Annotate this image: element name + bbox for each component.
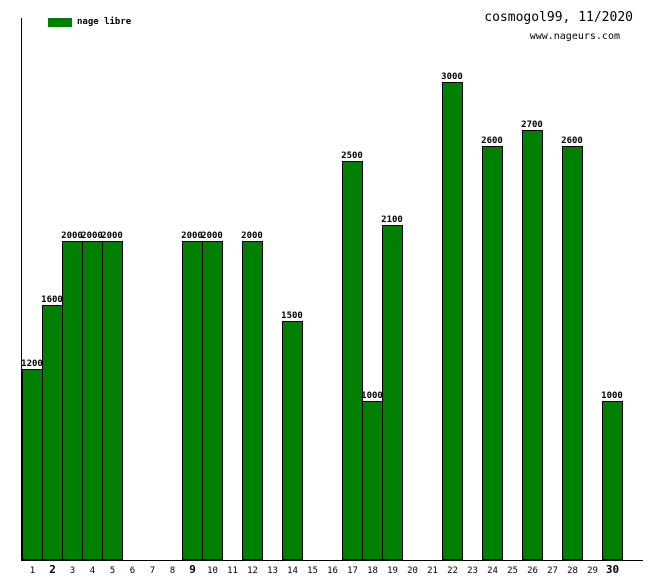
x-axis-label-2: 2	[49, 563, 56, 576]
x-axis-label-4: 4	[89, 566, 96, 576]
x-axis-label-8: 8	[169, 566, 176, 576]
bar-day-9	[182, 241, 203, 560]
x-axis-label-18: 18	[367, 566, 378, 576]
bar-day-18	[362, 401, 383, 560]
bar-day-22	[442, 82, 463, 560]
x-axis-label-6: 6	[129, 566, 136, 576]
bar-value-label-day-24: 2600	[481, 136, 503, 146]
x-axis-line	[21, 560, 643, 561]
bar-day-3	[62, 241, 83, 560]
x-axis-label-28: 28	[567, 566, 578, 576]
bar-day-28	[562, 146, 583, 560]
legend-swatch	[48, 18, 72, 27]
bar-value-label-day-10: 2000	[201, 231, 223, 241]
x-axis-label-25: 25	[507, 566, 518, 576]
bar-value-label-day-19: 2100	[381, 215, 403, 225]
bar-value-label-day-1: 1200	[21, 359, 43, 369]
bar-day-24	[482, 146, 503, 560]
bar-day-14	[282, 321, 303, 560]
x-axis-label-14: 14	[287, 566, 298, 576]
bar-day-1	[22, 369, 43, 560]
x-axis-label-20: 20	[407, 566, 418, 576]
bar-value-label-day-3: 2000	[61, 231, 83, 241]
bar-day-12	[242, 241, 263, 560]
website-label: www.nageurs.com	[529, 31, 620, 42]
bar-value-label-day-12: 2000	[241, 231, 263, 241]
bar-day-19	[382, 225, 403, 560]
x-axis-label-23: 23	[467, 566, 478, 576]
bar-day-30	[602, 401, 623, 560]
bar-day-26	[522, 130, 543, 560]
x-axis-label-15: 15	[307, 566, 318, 576]
bar-day-10	[202, 241, 223, 560]
bar-value-label-day-4: 2000	[81, 231, 103, 241]
bar-value-label-day-28: 2600	[561, 136, 583, 146]
x-axis-label-10: 10	[207, 566, 218, 576]
x-axis-label-19: 19	[387, 566, 398, 576]
bar-value-label-day-18: 1000	[361, 391, 383, 401]
bar-value-label-day-30: 1000	[601, 391, 623, 401]
x-axis-label-11: 11	[227, 566, 238, 576]
bar-value-label-day-22: 3000	[441, 72, 463, 82]
x-axis-label-21: 21	[427, 566, 438, 576]
bar-day-17	[342, 161, 363, 560]
x-axis-label-22: 22	[447, 566, 458, 576]
x-axis-label-29: 29	[587, 566, 598, 576]
chart-title: cosmogol99, 11/2020	[484, 10, 633, 25]
bar-value-label-day-2: 1600	[41, 295, 63, 305]
x-axis-label-13: 13	[267, 566, 278, 576]
x-axis-label-5: 5	[109, 566, 116, 576]
y-axis-line	[21, 18, 22, 561]
x-axis-label-1: 1	[29, 566, 36, 576]
bar-day-5	[102, 241, 123, 560]
x-axis-label-3: 3	[69, 566, 76, 576]
x-axis-label-24: 24	[487, 566, 498, 576]
bar-day-4	[82, 241, 103, 560]
x-axis-label-27: 27	[547, 566, 558, 576]
bar-day-2	[42, 305, 63, 560]
x-axis-label-26: 26	[527, 566, 538, 576]
legend-label: nage libre	[77, 17, 132, 27]
x-axis-label-7: 7	[149, 566, 156, 576]
bar-value-label-day-9: 2000	[181, 231, 203, 241]
x-axis-label-16: 16	[327, 566, 338, 576]
bar-value-label-day-5: 2000	[101, 231, 123, 241]
bar-value-label-day-14: 1500	[281, 311, 303, 321]
bar-value-label-day-17: 2500	[341, 151, 363, 161]
bar-value-label-day-26: 2700	[521, 120, 543, 130]
x-axis-label-30: 30	[605, 563, 620, 576]
x-axis-label-17: 17	[347, 566, 358, 576]
x-axis-label-9: 9	[189, 563, 196, 576]
x-axis-label-12: 12	[247, 566, 258, 576]
